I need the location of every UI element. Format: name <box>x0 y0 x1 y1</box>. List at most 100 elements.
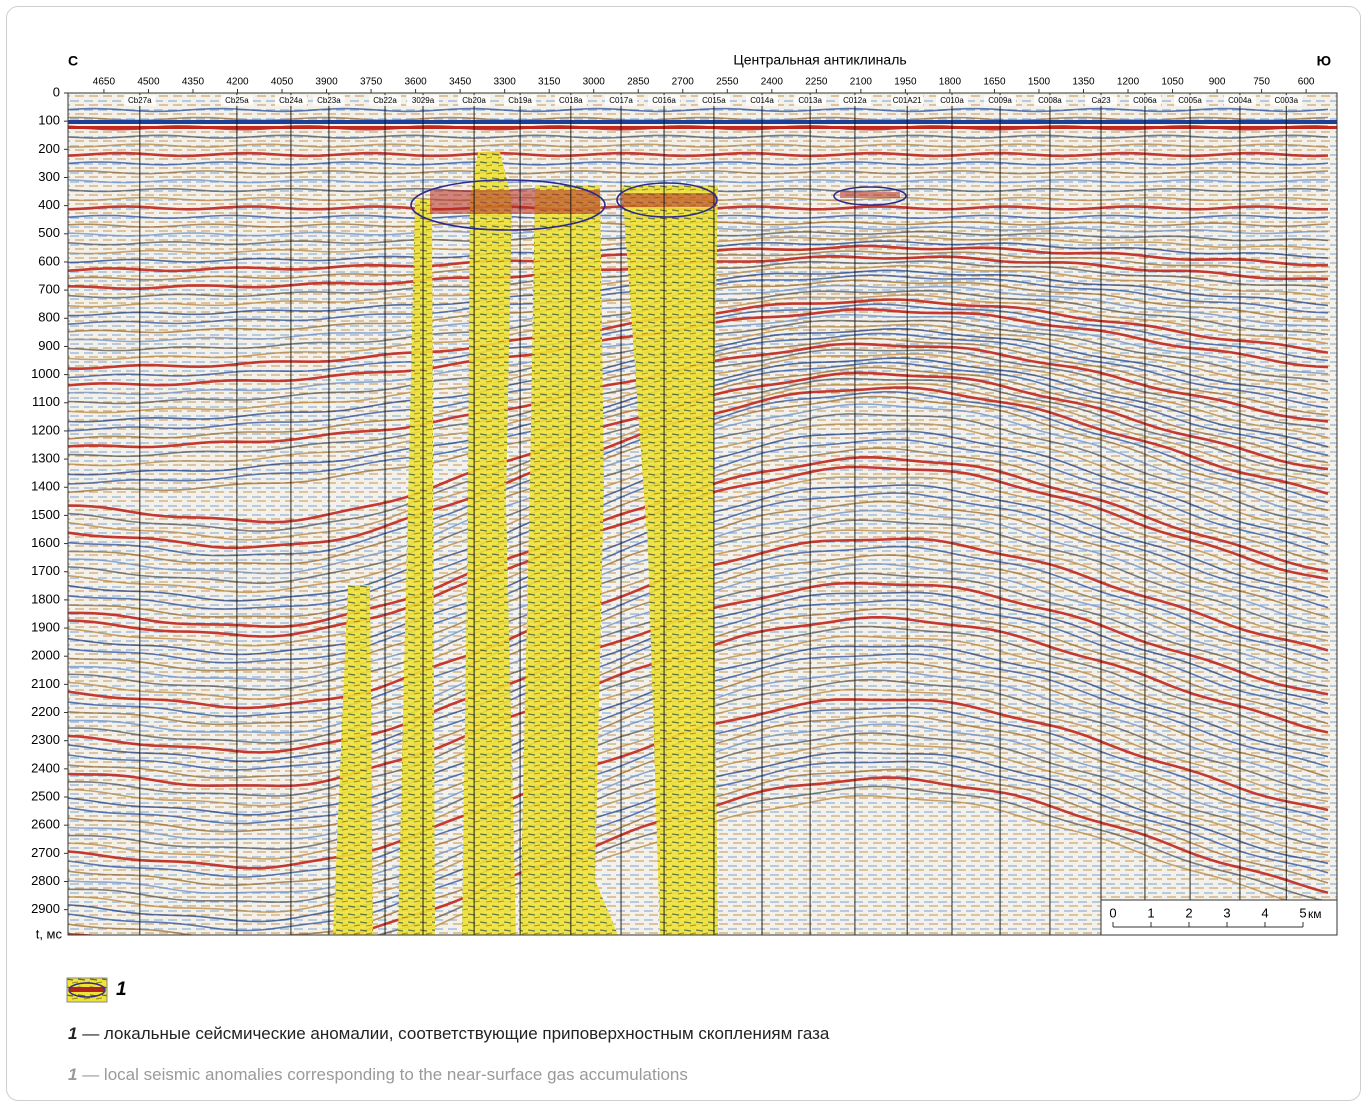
well-label: C006a <box>1133 96 1157 105</box>
y-tick-label: 1200 <box>31 422 60 437</box>
x-tick-label: 3300 <box>494 77 517 88</box>
y-tick-label: 1100 <box>32 394 60 409</box>
y-tick-label: 1500 <box>31 507 60 522</box>
y-tick-label: 300 <box>38 169 60 184</box>
well-label: Cb22a <box>373 96 397 105</box>
y-tick-label: 2600 <box>31 817 60 832</box>
well-label: C004a <box>1228 96 1252 105</box>
section-title: Центральная антиклиналь <box>733 52 906 68</box>
x-tick-label: 4500 <box>137 77 160 88</box>
y-tick-label: 1700 <box>31 563 60 578</box>
well-label: C018a <box>559 96 583 105</box>
y-tick-label: 900 <box>38 338 60 353</box>
x-tick-label: 2850 <box>627 77 650 88</box>
y-tick-label: 200 <box>38 141 60 156</box>
x-tick-label: 600 <box>1298 77 1315 88</box>
left-direction: С <box>68 53 78 69</box>
caption-text: — local seismic anomalies corresponding … <box>82 1065 688 1084</box>
x-tick-label: 2550 <box>716 77 739 88</box>
x-tick-label: 2250 <box>805 77 828 88</box>
y-tick-label: 1900 <box>31 619 60 634</box>
scale-bar: 012345км <box>1101 900 1337 935</box>
legend-label: 1 <box>116 979 127 1001</box>
well-label: C01A21 <box>893 96 922 105</box>
x-tick-label: 1500 <box>1028 77 1051 88</box>
scale-tick-label: 4 <box>1261 905 1268 920</box>
well-label: Cb19a <box>508 96 532 105</box>
well-label: C008a <box>1038 96 1062 105</box>
y-tick-label: 2700 <box>31 845 60 860</box>
well-label: C016a <box>652 96 676 105</box>
well-label: Cb23a <box>317 96 341 105</box>
seismic-section: 012345км С Ю Центральная антиклиналь t, … <box>0 0 1369 1000</box>
well-label: C010a <box>940 96 964 105</box>
y-tick-label: 2300 <box>31 732 60 747</box>
well-label: Cb20a <box>462 96 486 105</box>
x-tick-label: 4650 <box>93 77 116 88</box>
y-tick-label: 1300 <box>31 451 60 466</box>
x-tick-label: 2100 <box>850 77 873 88</box>
x-tick-label: 1050 <box>1161 77 1184 88</box>
well-label: C012a <box>843 96 867 105</box>
well-label: C013a <box>798 96 822 105</box>
seabed-reflector <box>68 126 1337 129</box>
well-label: C017a <box>609 96 633 105</box>
page: 012345км С Ю Центральная антиклиналь t, … <box>0 0 1369 1109</box>
y-tick-label: 2200 <box>31 704 60 719</box>
gas-bright-spot <box>840 192 900 198</box>
well-label: C005a <box>1178 96 1202 105</box>
caption-en: 1 — local seismic anomalies correspondin… <box>68 1065 688 1085</box>
x-tick-label: 3600 <box>404 77 427 88</box>
y-tick-label: 2800 <box>31 873 60 888</box>
x-tick-label: 3750 <box>360 77 383 88</box>
x-tick-label: 900 <box>1209 77 1226 88</box>
y-tick-label: 2100 <box>31 676 60 691</box>
legend-bright-spot <box>70 987 104 992</box>
x-tick-label: 3450 <box>449 77 472 88</box>
y-tick-label: 2900 <box>31 901 60 916</box>
caption-ru: 1 — локальные сейсмические аномалии, соо… <box>68 1024 829 1044</box>
y-tick-label: 800 <box>38 310 60 325</box>
seismic-image <box>68 93 1337 965</box>
y-tick-label: 1600 <box>31 535 60 550</box>
y-tick-label: 2000 <box>31 648 60 663</box>
x-tick-label: 1800 <box>939 77 962 88</box>
x-tick-label: 4200 <box>226 77 249 88</box>
gas-bright-spot <box>430 190 600 214</box>
y-tick-label: 0 <box>53 84 60 99</box>
right-direction: Ю <box>1317 53 1331 69</box>
scale-tick-label: 1 <box>1147 905 1154 920</box>
y-tick-label: 600 <box>38 253 60 268</box>
well-label: Ca23 <box>1091 96 1111 105</box>
y-tick-label: 700 <box>38 282 60 297</box>
x-tick-label: 3900 <box>315 77 338 88</box>
well-label: C009a <box>988 96 1012 105</box>
x-tick-label: 2700 <box>672 77 695 88</box>
well-label: C015a <box>702 96 726 105</box>
well-label: C003a <box>1274 96 1298 105</box>
well-label: C014a <box>750 96 774 105</box>
well-label: 3029a <box>412 96 435 105</box>
scale-tick-label: 2 <box>1185 905 1192 920</box>
y-tick-label: 500 <box>38 225 60 240</box>
x-tick-label: 1950 <box>894 77 917 88</box>
caption-text: — локальные сейсмические аномалии, соотв… <box>82 1024 829 1043</box>
scale-tick-label: 3 <box>1223 905 1230 920</box>
y-tick-label: 100 <box>38 113 60 128</box>
x-tick-label: 4050 <box>271 77 294 88</box>
y-tick-label: 400 <box>38 197 60 212</box>
y-tick-label: 1000 <box>31 366 60 381</box>
x-tick-label: 1650 <box>983 77 1006 88</box>
well-label: Cb25a <box>225 96 249 105</box>
x-tick-label: 3150 <box>538 77 561 88</box>
gas-bright-spot <box>622 193 716 207</box>
x-tick-label: 1200 <box>1117 77 1140 88</box>
y-tick-label: 2500 <box>31 788 60 803</box>
caption-number: 1 <box>68 1065 77 1084</box>
x-tick-label: 3000 <box>583 77 606 88</box>
x-tick-label: 4350 <box>182 77 205 88</box>
well-label: Cb24a <box>279 96 303 105</box>
y-axis-label: t, мс <box>36 926 63 941</box>
y-tick-label: 1800 <box>31 591 60 606</box>
y-tick-label: 1400 <box>31 479 60 494</box>
